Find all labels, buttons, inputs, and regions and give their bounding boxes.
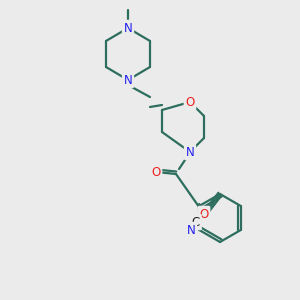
Text: C: C <box>192 215 200 229</box>
Text: N: N <box>186 146 194 158</box>
Text: N: N <box>187 224 195 236</box>
Text: O: O <box>185 95 195 109</box>
Text: O: O <box>200 208 208 220</box>
Text: N: N <box>124 22 132 34</box>
Text: N: N <box>124 74 132 86</box>
Text: O: O <box>152 166 160 178</box>
